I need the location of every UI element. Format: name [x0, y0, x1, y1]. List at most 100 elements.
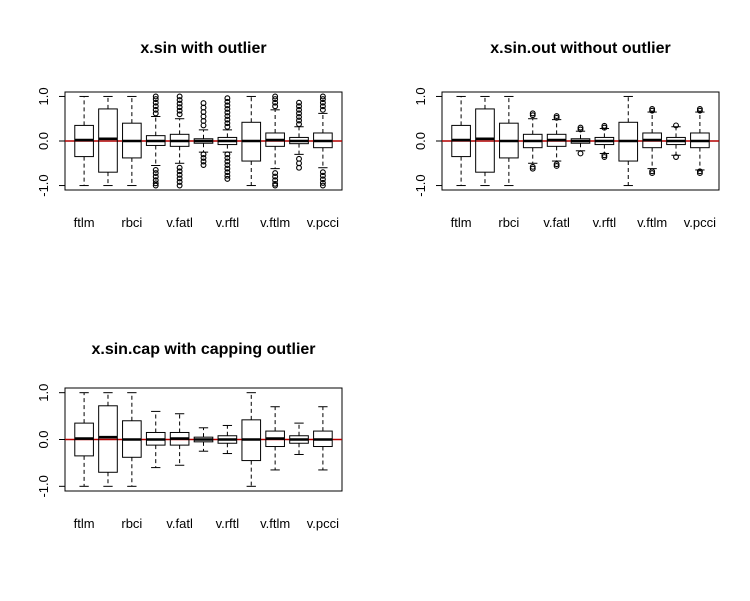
outlier-point — [272, 170, 279, 177]
outlier-point — [152, 167, 159, 173]
box-body — [98, 108, 118, 173]
outlier-point — [601, 152, 608, 159]
outlier-point — [176, 171, 183, 178]
outlier-point — [296, 99, 302, 106]
x-tick-label: ftlm — [451, 215, 472, 230]
panel-x-sin-cap-with-capping-outlier: x.sin.cap with capping outlier -1.0 0.0 1.… — [36, 341, 343, 531]
outlier-point — [577, 150, 584, 157]
outlier-point — [224, 169, 231, 176]
x-tick-label: ftlm — [74, 215, 95, 230]
outlier-point — [673, 122, 679, 129]
outlier-point — [224, 154, 231, 161]
box-item — [169, 93, 190, 189]
box-item — [145, 410, 166, 469]
y-tick-label: 0.0 — [413, 132, 428, 150]
outlier-point — [601, 154, 608, 160]
x-tick-label: ftlm — [74, 516, 95, 531]
outlier-point — [200, 158, 207, 165]
outlier-point — [319, 172, 326, 179]
outlier-point — [176, 111, 183, 118]
outlier-point — [224, 95, 231, 102]
outlier-point — [152, 93, 159, 100]
outlier-point — [224, 165, 231, 172]
box-item — [570, 124, 591, 157]
outlier-point — [529, 112, 536, 119]
box-item — [74, 392, 94, 487]
outlier-point — [200, 154, 207, 161]
box-item — [451, 95, 471, 187]
box-item — [313, 406, 333, 471]
outlier-point — [176, 164, 183, 171]
box-item — [690, 105, 710, 177]
box-item — [289, 422, 309, 455]
outlier-point — [319, 176, 326, 183]
box-item — [217, 95, 238, 182]
box-item — [98, 95, 118, 187]
outlier-point — [529, 163, 536, 170]
outlier-point — [152, 110, 159, 117]
x-tick-label: v.pcci — [307, 215, 339, 230]
outlier-point — [577, 126, 584, 133]
outlier-point — [152, 103, 159, 110]
x-tick-label: rbci — [121, 516, 142, 531]
outlier-point — [176, 107, 183, 114]
outlier-point — [529, 165, 536, 172]
outlier-point — [152, 170, 159, 177]
box-body — [475, 108, 495, 173]
outlier-point — [152, 96, 159, 103]
box-item — [313, 93, 333, 189]
outlier-point — [152, 106, 159, 113]
box-item — [74, 95, 94, 187]
outlier-point — [272, 182, 279, 189]
y-tick-label: -1.0 — [36, 475, 51, 497]
outlier-point — [553, 162, 560, 169]
outlier-point — [601, 122, 608, 129]
box-item — [289, 99, 309, 171]
outlier-point — [649, 105, 656, 112]
outlier-point — [224, 109, 231, 116]
outlier-point — [319, 96, 326, 103]
outlier-point — [176, 100, 183, 107]
outlier-point — [296, 110, 302, 117]
outlier-point — [224, 120, 231, 127]
chart-title: x.sin.out without outlier — [490, 40, 670, 57]
outlier-point — [224, 123, 231, 130]
y-tick-label: -1.0 — [413, 174, 428, 196]
outlier-point — [319, 93, 326, 100]
outlier-point — [224, 113, 231, 120]
outlier-point — [319, 99, 326, 106]
outlier-point — [553, 113, 560, 120]
outlier-point — [696, 170, 703, 177]
box-item — [475, 95, 495, 187]
x-tick-label: v.ftlm — [260, 516, 290, 531]
outlier-point — [296, 103, 302, 110]
box-item — [666, 122, 686, 160]
outlier-point — [553, 161, 560, 168]
outlier-point — [296, 106, 302, 113]
outlier-point — [224, 105, 231, 112]
outlier-point — [272, 103, 279, 110]
outlier-point — [296, 117, 302, 124]
box-item — [265, 406, 285, 471]
x-tick-label: v.fatl — [166, 215, 193, 230]
outlier-point — [200, 151, 207, 158]
box-item — [169, 413, 190, 466]
outlier-point — [296, 164, 302, 171]
x-tick-label: v.pcci — [684, 215, 716, 230]
outlier-point — [176, 104, 183, 111]
outlier-point — [224, 102, 231, 109]
y-tick-label: 0.0 — [36, 132, 51, 150]
x-tick-label: rbci — [121, 215, 142, 230]
outlier-point — [224, 151, 231, 158]
outlier-point — [577, 124, 584, 131]
box-item — [98, 392, 118, 487]
x-tick-label: v.ftlm — [260, 215, 290, 230]
x-tick-label: v.rftl — [216, 516, 240, 531]
outlier-point — [601, 124, 608, 131]
outlier-point — [224, 98, 231, 105]
outlier-point — [272, 93, 279, 100]
box-item — [241, 392, 262, 487]
y-tick-label: 1.0 — [36, 87, 51, 105]
outlier-point — [272, 96, 279, 103]
